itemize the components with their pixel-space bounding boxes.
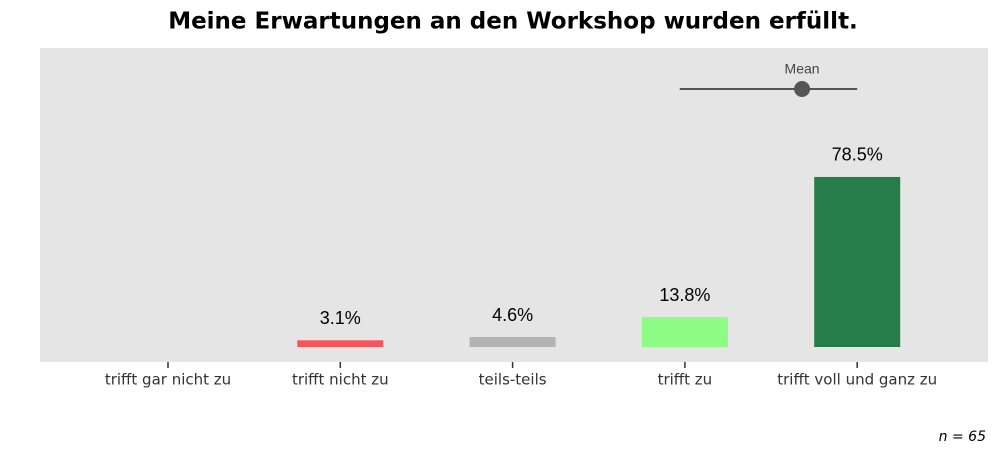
mean-label: Mean	[785, 61, 820, 77]
bar	[641, 317, 728, 347]
x-tick-label: trifft gar nicht zu	[105, 371, 231, 389]
bar	[469, 337, 556, 347]
value-label: 78.5%	[832, 145, 883, 165]
x-tick-label: trifft zu	[658, 371, 713, 389]
sample-size-note: n = 65	[939, 429, 986, 445]
bar	[297, 340, 384, 347]
value-label: 4.6%	[492, 305, 533, 325]
x-tick-label: trifft nicht zu	[292, 371, 389, 389]
x-tick-label: trifft voll und ganz zu	[777, 371, 937, 389]
x-tick-label: teils-teils	[479, 371, 547, 389]
bar	[814, 176, 901, 347]
value-label: 3.1%	[320, 308, 361, 328]
chart-title: Meine Erwartungen an den Workshop wurden…	[168, 9, 858, 35]
value-label: 13.8%	[659, 285, 710, 305]
mean-point	[794, 81, 811, 97]
